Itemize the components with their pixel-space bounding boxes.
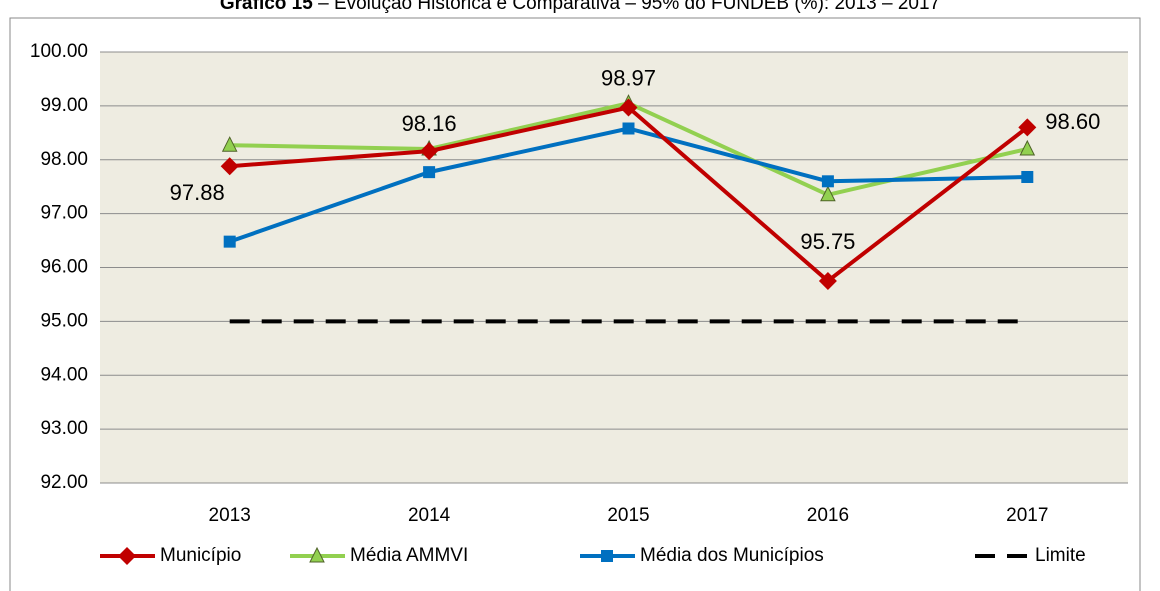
data-point xyxy=(223,235,236,248)
legend-label: Limite xyxy=(1035,545,1086,566)
data-point xyxy=(1021,170,1034,183)
title-label: Gráfico 15 xyxy=(220,0,313,14)
data-point xyxy=(622,122,635,135)
data-point xyxy=(420,142,439,161)
data-point xyxy=(818,271,837,290)
legend-marker xyxy=(118,547,136,565)
data-label: 98.97 xyxy=(601,65,656,90)
data-point xyxy=(1018,118,1037,137)
data-point xyxy=(221,136,238,152)
data-label: 98.60 xyxy=(1045,109,1100,134)
y-tick-label: 93.00 xyxy=(40,418,88,439)
legend-label: Média AMMVI xyxy=(350,545,468,566)
legend-marker xyxy=(309,546,325,563)
y-tick-label: 92.00 xyxy=(40,472,88,493)
legend-marker xyxy=(601,550,613,562)
data-point xyxy=(1019,139,1036,156)
data-label: 97.88 xyxy=(170,180,225,205)
x-tick-label: 2013 xyxy=(209,505,251,526)
data-point xyxy=(821,175,834,188)
data-label: 98.16 xyxy=(402,111,457,136)
y-tick-label: 100.00 xyxy=(30,41,88,62)
y-tick-label: 96.00 xyxy=(40,257,88,278)
y-tick-label: 94.00 xyxy=(40,364,88,385)
data-point xyxy=(220,157,239,176)
legend-label: Município xyxy=(160,545,241,566)
data-point xyxy=(619,98,638,117)
y-tick-label: 98.00 xyxy=(40,149,88,170)
title-text: – Evolução Histórica e Comparativa – 95%… xyxy=(318,0,940,14)
y-tick-label: 95.00 xyxy=(40,310,88,331)
x-tick-label: 2017 xyxy=(1006,505,1048,526)
x-tick-label: 2016 xyxy=(807,505,849,526)
data-point xyxy=(820,185,836,202)
data-point xyxy=(423,166,436,179)
y-tick-label: 97.00 xyxy=(40,203,88,224)
x-tick-label: 2014 xyxy=(408,505,451,526)
y-tick-label: 99.00 xyxy=(40,95,88,116)
chart-title: Gráfico 15 – Evolução Histórica e Compar… xyxy=(220,0,940,14)
data-label: 95.75 xyxy=(800,229,855,254)
x-tick-label: 2015 xyxy=(607,505,649,526)
legend-label: Média dos Municípios xyxy=(640,545,824,566)
